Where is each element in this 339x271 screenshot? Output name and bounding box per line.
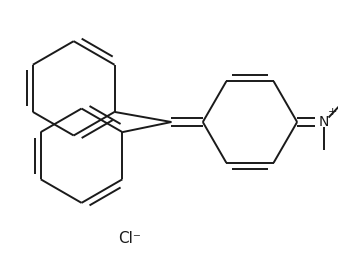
Text: Cl⁻: Cl⁻ bbox=[118, 231, 141, 246]
Text: +: + bbox=[328, 108, 337, 118]
Text: N: N bbox=[319, 115, 329, 129]
